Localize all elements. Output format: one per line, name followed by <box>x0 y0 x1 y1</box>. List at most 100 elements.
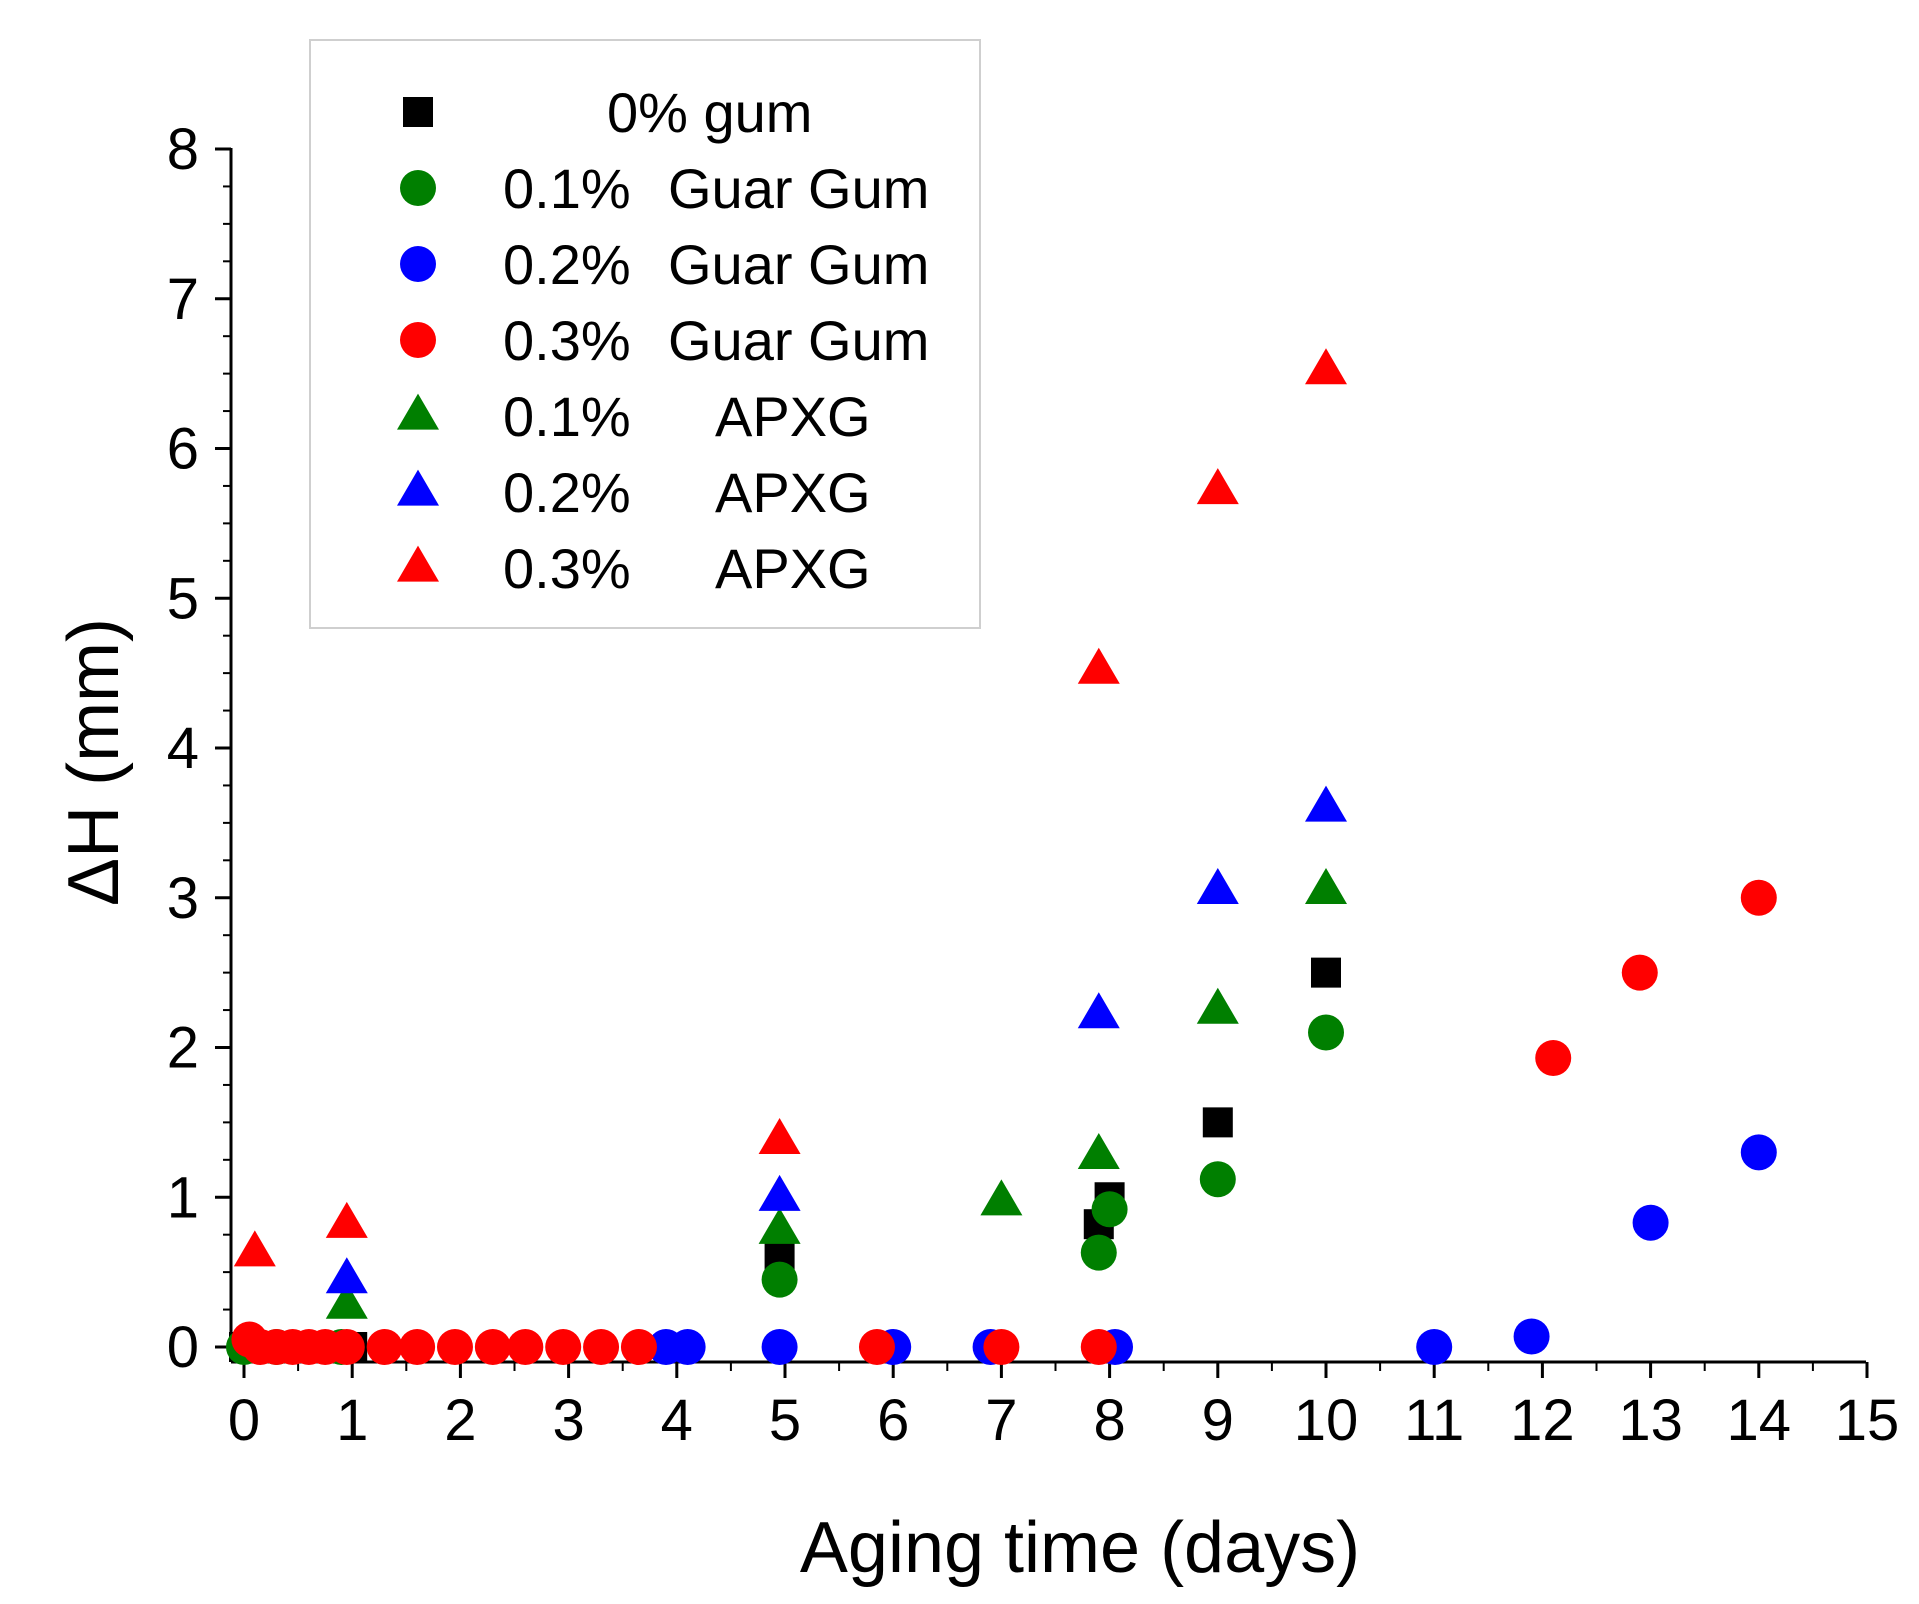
y-axis-title: ΔH (mm) <box>54 618 134 906</box>
data-point <box>1077 992 1120 1029</box>
data-point <box>1308 1014 1344 1051</box>
legend-item: 0.2% Guar Gum <box>400 233 929 296</box>
data-point <box>1513 1318 1550 1355</box>
data-point <box>436 1329 473 1365</box>
x-tick-label: 11 <box>1404 1388 1464 1453</box>
data-point <box>761 1261 798 1298</box>
data-point <box>325 1257 368 1294</box>
data-point <box>1416 1329 1453 1365</box>
legend-label-concentration: 0.2% <box>503 461 631 524</box>
data-point <box>325 1201 368 1238</box>
y-tick-label: 8 <box>167 117 199 182</box>
legend-label-material: Guar Gum <box>668 157 929 220</box>
legend-item: 0.1% APXG <box>397 385 871 448</box>
x-tick-label: 9 <box>1202 1388 1234 1453</box>
data-point <box>758 1118 801 1155</box>
legend-marker <box>397 393 439 430</box>
data-point <box>545 1329 582 1365</box>
data-point <box>1077 1133 1120 1169</box>
data-point <box>1632 1204 1669 1241</box>
legend-marker <box>400 322 436 358</box>
data-point <box>761 1329 798 1365</box>
x-tick-label: 0 <box>228 1388 260 1453</box>
data-point <box>507 1329 544 1365</box>
ticks <box>215 147 1869 1378</box>
legend-marker <box>400 170 436 206</box>
series-6 <box>233 348 1347 1267</box>
x-tick-label: 1 <box>336 1388 368 1453</box>
y-tick-label: 4 <box>167 716 199 781</box>
data-point <box>1080 1329 1117 1365</box>
y-tick-label: 6 <box>167 417 199 482</box>
data-point <box>620 1329 657 1365</box>
legend-label-concentration: 0.2% <box>503 233 631 296</box>
data-point <box>758 1174 801 1211</box>
legend-label-concentration: 0.1% <box>503 157 631 220</box>
x-axis-title: Aging time (days) <box>800 1508 1360 1588</box>
series-0 <box>229 957 1341 1362</box>
data-point <box>1621 954 1658 991</box>
y-tick-label: 0 <box>167 1315 199 1380</box>
x-tick-label: 10 <box>1294 1388 1359 1453</box>
data-point <box>1077 647 1120 684</box>
y-tick-label: 3 <box>167 866 199 931</box>
legend-label: 0% gum <box>607 81 812 144</box>
data-point <box>1199 1161 1236 1198</box>
legend-label-material: APXG <box>715 461 871 524</box>
data-point <box>1196 867 1239 904</box>
legend-label-material: Guar Gum <box>668 309 929 372</box>
data-point <box>983 1329 1020 1365</box>
x-tick-label: 14 <box>1727 1388 1792 1453</box>
data-point <box>366 1329 403 1365</box>
data-point <box>1311 957 1341 988</box>
legend-marker <box>397 545 439 582</box>
x-tick-label: 3 <box>552 1388 584 1453</box>
legend-label-concentration: 0.3% <box>503 537 631 600</box>
data-point <box>858 1329 895 1365</box>
data-point <box>1196 468 1239 505</box>
legend-label-material: Guar Gum <box>668 233 929 296</box>
legend-item: 0.1% Guar Gum <box>400 157 929 220</box>
legend-label-material: APXG <box>715 385 871 448</box>
data-point <box>1196 987 1239 1024</box>
y-tick-label: 2 <box>167 1016 199 1081</box>
legend-label-concentration: 0.1% <box>503 385 631 448</box>
x-tick-label: 2 <box>444 1388 476 1453</box>
data-point <box>1740 879 1777 916</box>
y-tick-label: 5 <box>167 566 199 631</box>
data-point <box>1305 348 1347 385</box>
x-tick-label: 4 <box>661 1388 693 1453</box>
legend-marker <box>400 246 436 282</box>
data-point <box>669 1329 706 1365</box>
data-point <box>1091 1191 1128 1228</box>
x-tick-label: 8 <box>1093 1388 1125 1453</box>
data-point <box>1202 1107 1233 1138</box>
series-4 <box>325 867 1347 1319</box>
legend-items: 0% gum 0.1% Guar Gum 0.2% Guar Gum 0.3% Guar G… <box>397 81 929 600</box>
legend-label-concentration: 0.3% <box>503 309 631 372</box>
data-points <box>226 348 1777 1365</box>
legend-item: 0.3% Guar Gum <box>400 309 929 372</box>
y-tick-label: 7 <box>167 267 199 332</box>
data-point <box>1535 1039 1572 1076</box>
x-tick-label: 12 <box>1510 1388 1575 1453</box>
y-tick-label: 1 <box>167 1165 199 1230</box>
legend-marker <box>397 469 439 506</box>
legend-item: 0% gum <box>403 81 812 144</box>
data-point <box>1305 867 1347 904</box>
data-point <box>233 1230 276 1267</box>
data-point <box>1080 1234 1117 1271</box>
data-point <box>1305 785 1347 822</box>
x-tick-label: 5 <box>769 1388 801 1453</box>
legend: 0% gum 0.1% Guar Gum 0.2% Guar Gum 0.3% Guar G… <box>309 39 981 629</box>
legend-item: 0.2% APXG <box>397 461 871 524</box>
data-point <box>474 1329 511 1365</box>
series-5 <box>325 785 1347 1294</box>
data-point <box>325 1282 368 1319</box>
legend-label-material: APXG <box>715 537 871 600</box>
legend-item: 0.3% APXG <box>397 537 871 600</box>
legend-marker <box>403 97 433 127</box>
data-point <box>328 1329 365 1365</box>
